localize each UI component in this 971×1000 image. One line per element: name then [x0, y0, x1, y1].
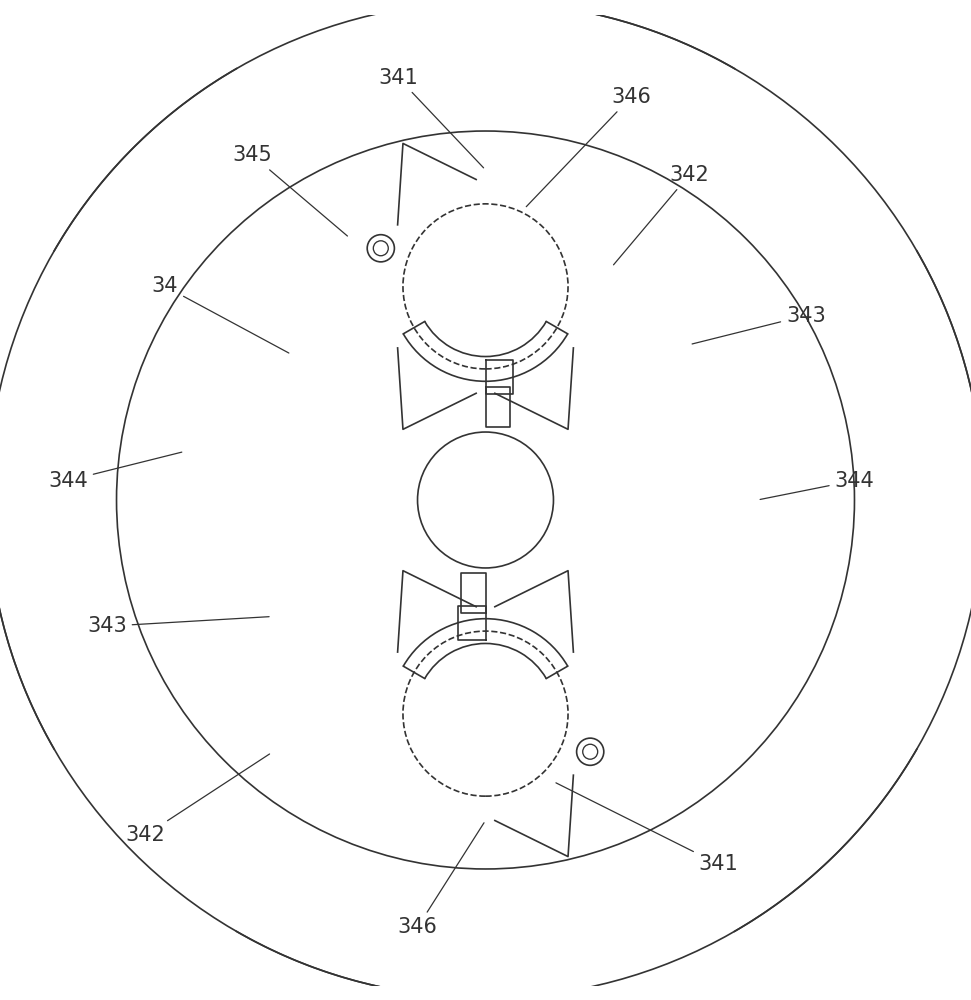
Text: 343: 343: [87, 616, 269, 636]
Text: 342: 342: [126, 754, 270, 845]
Text: 344: 344: [760, 471, 874, 499]
Text: 346: 346: [397, 823, 484, 937]
Text: 341: 341: [556, 783, 738, 874]
Text: 343: 343: [692, 306, 825, 344]
Text: 342: 342: [614, 165, 709, 265]
Text: 34: 34: [151, 276, 288, 353]
Text: 346: 346: [526, 87, 652, 207]
Text: 341: 341: [379, 68, 484, 168]
Text: 345: 345: [233, 145, 348, 236]
Text: 344: 344: [49, 452, 182, 491]
